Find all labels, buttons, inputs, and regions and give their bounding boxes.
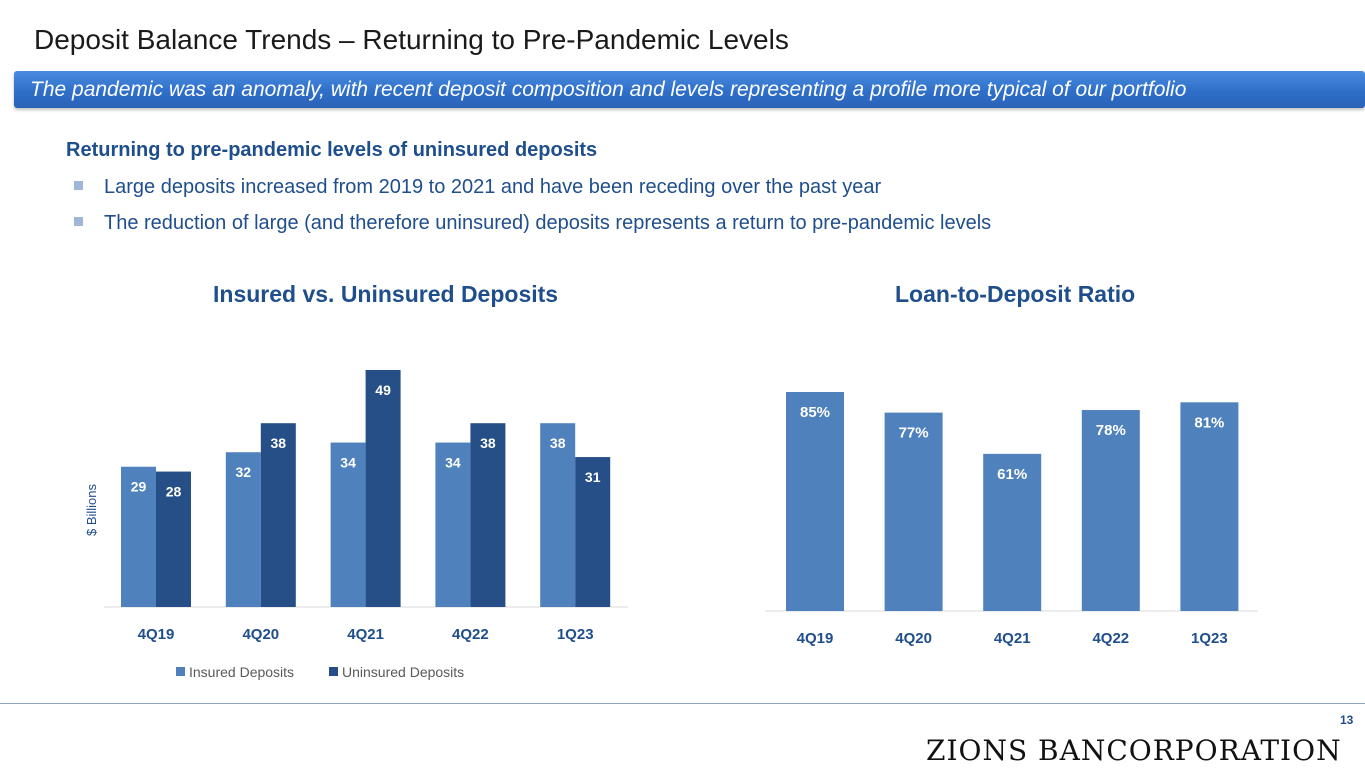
bar-ratio [1081,410,1140,611]
bar-uninsured [575,457,611,607]
bar-uninsured [156,471,191,607]
subtitle-banner: The pandemic was an anomaly, with recent… [14,71,1365,108]
data-label-uninsured: 38 [271,435,287,451]
bullet-text: Large deposits increased from 2019 to 20… [104,176,882,198]
chart-title-deposits: Insured vs. Uninsured Deposits [213,281,559,307]
x-tick-label: 4Q21 [994,630,1031,647]
data-label-insured: 32 [236,464,252,480]
bar-insured [540,423,576,607]
x-tick-label: 4Q20 [242,626,279,643]
bar-ratio [884,412,943,611]
legend-label-uninsured: Uninsured Deposits [342,664,464,680]
bullet-item: The reduction of large (and therefore un… [74,212,991,235]
data-label-uninsured: 31 [585,469,601,485]
bar-ratio [1180,402,1239,611]
data-label-ratio: 77% [899,425,929,442]
data-label-ratio: 85% [800,404,830,421]
data-label-insured: 34 [340,455,356,471]
bar-insured [435,442,471,607]
footer-divider [0,703,1365,704]
legend-label-insured: Insured Deposits [189,664,294,680]
slide-title: Deposit Balance Trends – Returning to Pr… [34,24,789,55]
legend-swatch-uninsured [329,667,338,676]
data-label-ratio: 61% [997,466,1027,483]
x-tick-label: 4Q19 [138,626,175,643]
legend-swatch-insured [176,667,185,676]
square-bullet-icon [74,217,83,226]
bar-uninsured [260,423,296,607]
data-label-insured: 38 [550,435,566,451]
charts-canvas: 29 28 4Q19 32 38 4Q20 34 49 4Q21 34 38 4Q22 38 31 1Q23… [84,370,1258,680]
bar-insured [121,466,156,607]
y-axis-label: $ Billions [84,483,99,536]
section-heading: Returning to pre-pandemic levels of unin… [66,139,598,161]
bar-insured [225,452,261,607]
x-tick-label: 1Q23 [1191,630,1228,647]
data-label-uninsured: 28 [166,484,182,500]
bar-insured [330,442,366,607]
bar-ratio [786,392,844,611]
x-tick-label: 4Q19 [797,630,834,647]
data-label-ratio: 81% [1194,414,1224,431]
company-logo: ZIONS BANCORPORATION [926,734,1342,767]
page-number: 13 [1340,713,1354,727]
square-bullet-icon [74,181,83,190]
x-tick-label: 4Q22 [452,626,489,643]
bar-uninsured [365,370,401,607]
x-tick-label: 4Q22 [1092,630,1129,647]
bullet-text: The reduction of large (and therefore un… [104,212,992,234]
data-label-uninsured: 49 [375,382,391,398]
x-tick-label: 1Q23 [557,626,594,643]
data-label-insured: 29 [131,479,147,495]
data-label-ratio: 78% [1096,422,1126,439]
x-tick-label: 4Q20 [895,630,932,647]
data-label-insured: 34 [445,455,461,471]
banner-text: The pandemic was an anomaly, with recent… [30,78,1187,101]
bar-ratio [983,453,1042,611]
bullet-item: Large deposits increased from 2019 to 20… [74,176,881,199]
bar-uninsured [470,423,506,607]
chart-title-ratio: Loan-to-Deposit Ratio [895,281,1136,307]
data-label-uninsured: 38 [480,435,496,451]
x-tick-label: 4Q21 [347,626,384,643]
